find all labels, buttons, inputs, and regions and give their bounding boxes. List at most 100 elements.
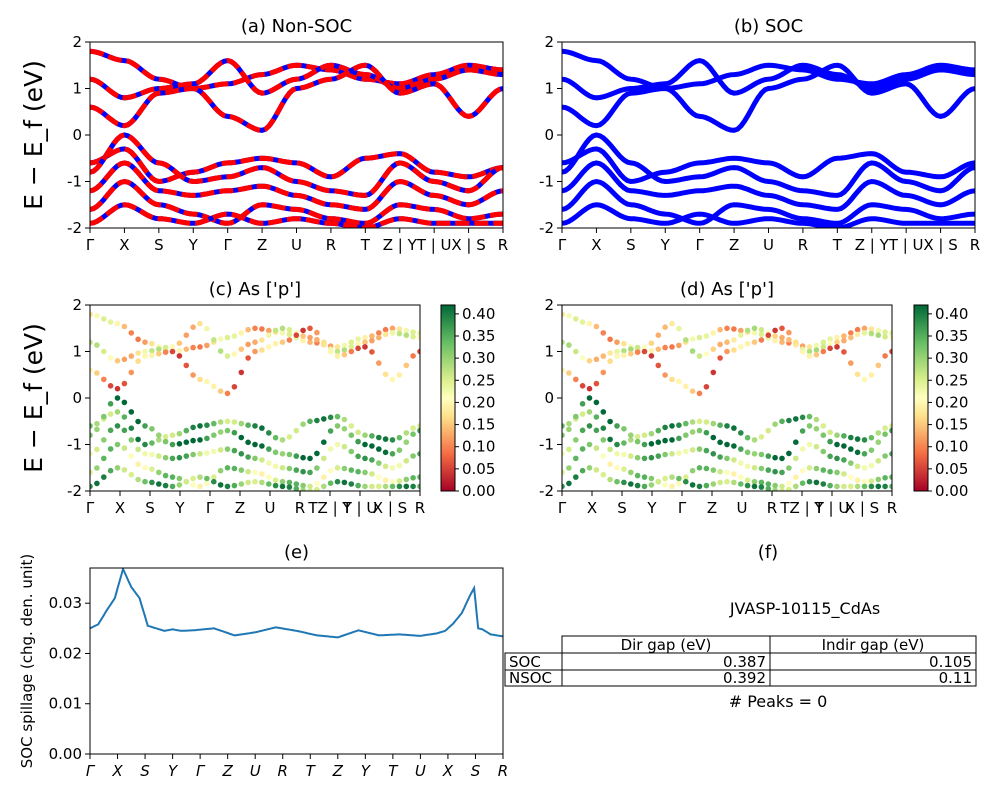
scatter-point-d <box>579 446 586 452</box>
scatter-point-d <box>786 450 792 457</box>
scatter-point-d <box>600 330 607 336</box>
scatter-point-d <box>607 436 613 443</box>
scatter-point-d <box>628 432 634 439</box>
x-tick-label-a: Z <box>257 236 267 254</box>
scatter-point-d <box>683 383 689 390</box>
scatter-point-c <box>348 339 355 346</box>
band-line-dash-a-6 <box>90 178 503 226</box>
scatter-point-c <box>389 451 396 457</box>
scatter-point-d <box>772 487 778 491</box>
table-col-header: Indir gap (eV) <box>822 636 925 654</box>
scatter-point-d <box>724 325 730 332</box>
scatter-point-d <box>648 482 655 488</box>
scatter-point-c <box>382 326 389 333</box>
x-tick-label-c: X | S <box>373 499 407 517</box>
scatter-point-c <box>121 414 128 420</box>
x-tick-label-b: Z <box>729 236 739 254</box>
axes-frame-e <box>89 567 504 755</box>
scatter-point-c <box>149 479 155 486</box>
scatter-point-d <box>882 425 888 431</box>
x-tick-label-b: S <box>626 236 636 254</box>
scatter-point-c <box>362 334 368 341</box>
scatter-point-c <box>300 327 306 334</box>
scatter-point-d <box>772 468 778 475</box>
scatter-point-d <box>820 467 827 473</box>
scatter-point-c <box>231 384 238 390</box>
scatter-point-c <box>114 395 121 401</box>
scatter-point-c <box>231 333 238 339</box>
band-line-dash-a-1 <box>90 58 503 101</box>
scatter-point-d <box>628 437 634 443</box>
y-tick-label-b: 1 <box>544 80 554 98</box>
scatter-point-d <box>655 346 662 353</box>
scatter-point-d <box>676 480 682 487</box>
scatter-point-d <box>834 455 840 462</box>
scatter-point-c <box>135 336 141 343</box>
scatter-point-d <box>696 334 703 341</box>
scatter-point-c <box>156 432 162 439</box>
scatter-point-c <box>355 438 361 445</box>
colorbar-tick-label-c: 0.00 <box>462 482 495 500</box>
scatter-point-c <box>376 360 382 366</box>
scatter-point-c <box>410 425 416 431</box>
y-tick-label-d: 0 <box>544 389 554 407</box>
scatter-point-c <box>307 334 313 341</box>
scatter-point-c <box>293 453 300 459</box>
scatter-point-c <box>169 474 176 480</box>
scatter-point-d <box>562 469 565 476</box>
scatter-point-d <box>689 447 696 453</box>
scatter-point-d <box>889 334 892 341</box>
scatter-point-c <box>334 465 341 471</box>
scatter-point-c <box>327 467 334 474</box>
scatter-point-d <box>634 482 641 489</box>
y-tick-label-d: 2 <box>544 296 554 314</box>
scatter-point-d <box>669 344 675 350</box>
scatter-point-c <box>135 446 141 453</box>
scatter-point-d <box>799 349 806 355</box>
scatter-point-d <box>566 370 572 376</box>
scatter-point-d <box>566 426 572 433</box>
scatter-point-c <box>217 336 224 342</box>
scatter-point-d <box>614 339 620 346</box>
scatter-point-c <box>293 427 300 434</box>
scatter-point-c <box>403 430 410 436</box>
scatter-point-d <box>848 483 854 490</box>
scatter-point-d <box>889 451 892 457</box>
scatter-point-c <box>121 323 128 330</box>
scatter-point-c <box>121 467 128 473</box>
scatter-point-c <box>224 418 231 425</box>
scatter-point-c <box>321 439 327 446</box>
x-tick-label-a: X | S <box>451 236 485 254</box>
scatter-point-c <box>238 346 245 353</box>
scatter-point-d <box>799 480 806 487</box>
scatter-point-c <box>417 423 420 429</box>
scatter-point-d <box>751 483 758 490</box>
scatter-point-d <box>765 467 772 473</box>
scatter-point-d <box>621 451 627 458</box>
scatter-point-d <box>765 485 772 491</box>
scatter-point-c <box>369 471 375 477</box>
scatter-point-c <box>94 446 100 453</box>
scatter-point-d <box>848 474 854 480</box>
scatter-point-d <box>648 475 655 482</box>
scatter-point-d <box>820 432 827 439</box>
scatter-point-c <box>314 486 320 491</box>
scatter-point-c <box>211 448 217 455</box>
scatter-point-c <box>362 441 368 448</box>
scatter-point-d <box>655 332 662 339</box>
scatter-point-c <box>231 465 238 472</box>
scatter-point-c <box>369 333 375 339</box>
scatter-point-d <box>696 427 703 434</box>
scatter-point-d <box>882 431 888 438</box>
scatter-point-c <box>90 423 93 429</box>
scatter-point-c <box>231 482 238 489</box>
scatter-point-c <box>355 336 361 342</box>
scatter-point-d <box>758 337 765 343</box>
scatter-point-c <box>321 483 327 490</box>
scatter-point-d <box>806 348 813 355</box>
y-tick-label-c: -2 <box>67 482 82 500</box>
scatter-point-c <box>142 353 148 359</box>
scatter-point-c <box>382 483 389 490</box>
band-line-a-0 <box>90 48 503 92</box>
